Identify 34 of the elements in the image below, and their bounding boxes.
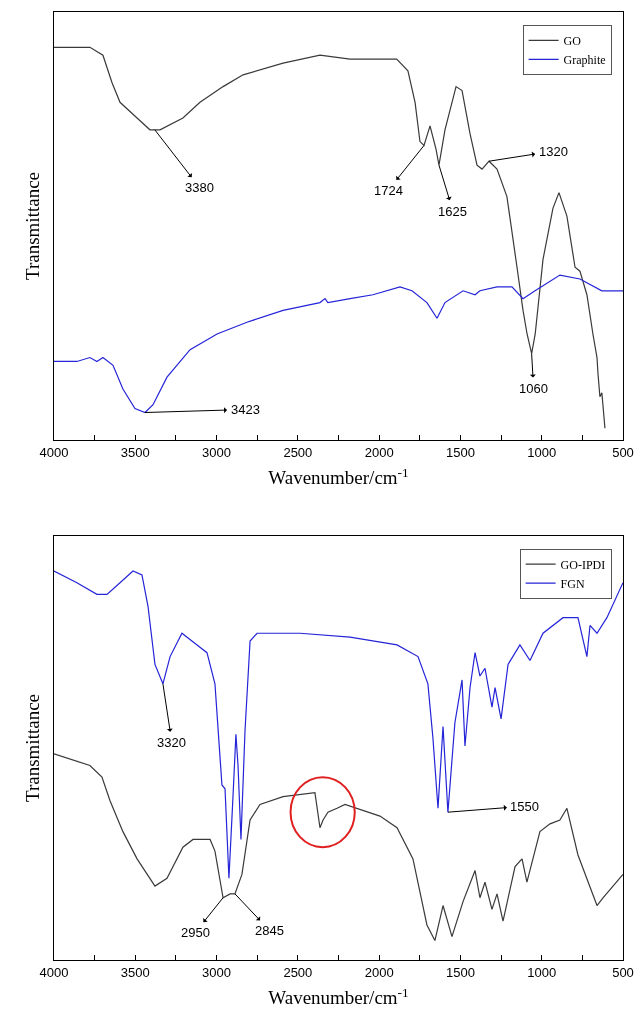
annotation: 1060 bbox=[519, 381, 548, 396]
x-tick-label: 2500 bbox=[283, 964, 313, 980]
annotation: 3423 bbox=[231, 402, 260, 417]
legend-label: FGN bbox=[560, 576, 585, 591]
annotation: 1320 bbox=[539, 144, 568, 159]
x-tick-label: 4000 bbox=[39, 964, 69, 980]
x-axis-title: Wavenumber/cm$^{-1}$ bbox=[268, 984, 409, 1009]
legend-label: GO-IPDI bbox=[560, 557, 606, 572]
annotation: 2845 bbox=[255, 923, 284, 938]
x-tick-label: 2500 bbox=[283, 444, 313, 460]
x-axis-title: Wavenumber/cm$^{-1}$ bbox=[268, 464, 409, 489]
x-tick-label: 2000 bbox=[364, 444, 394, 460]
annotation: 2950 bbox=[181, 925, 210, 940]
x-tick-label: 1000 bbox=[527, 444, 557, 460]
x-tick-label: 4000 bbox=[39, 444, 69, 460]
x-tick-label: 500 bbox=[612, 964, 634, 980]
x-tick-label: 500 bbox=[612, 444, 634, 460]
annotation: 1625 bbox=[438, 204, 467, 219]
x-tick-label: 1000 bbox=[527, 964, 557, 980]
x-tick-label: 3000 bbox=[202, 444, 232, 460]
x-tick-label: 2000 bbox=[364, 964, 394, 980]
annotation: 1724 bbox=[374, 183, 403, 198]
x-tick-label: 1500 bbox=[445, 444, 475, 460]
x-tick-label: 3500 bbox=[120, 964, 150, 980]
y-axis-title: Transmittance bbox=[21, 171, 43, 281]
x-tick-label: 3500 bbox=[120, 444, 150, 460]
annotation: 3380 bbox=[185, 180, 214, 195]
y-axis-title: Transmittance bbox=[21, 693, 43, 803]
annotation: 3320 bbox=[157, 735, 186, 750]
legend-label: Graphite bbox=[563, 53, 606, 68]
x-tick-label: 1500 bbox=[445, 964, 475, 980]
legend-label: GO bbox=[563, 34, 582, 49]
x-tick-label: 3000 bbox=[202, 964, 232, 980]
annotation: 1550 bbox=[510, 799, 539, 814]
